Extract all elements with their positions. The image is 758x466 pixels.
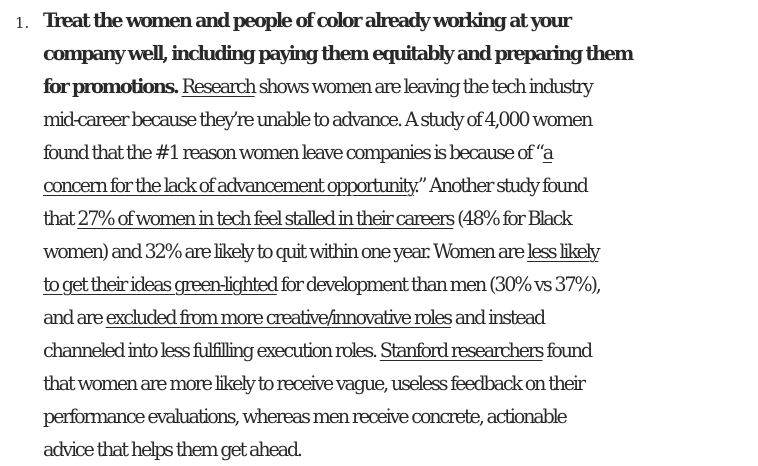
text-line-13: performance evaluations, whereas men rec… [43,405,568,428]
text-line-6-rest: .” Another study found [413,174,589,197]
heading-line-1: Treat the women and people of color alre… [43,9,572,32]
text-line-3: for promotions. Research shows women are… [43,70,755,103]
text-line-12: that women are more likely to receive va… [43,372,586,395]
stalled-careers-link[interactable]: 27% of women in tech feel stalled in the… [77,207,455,230]
text-line-14: advice that helps them get ahead. [43,438,303,461]
text-line-5: found that the #1 reason women leave com… [43,136,755,169]
text-line-8: women) and 32% are likely to quit within… [43,235,755,268]
list-item-text: Treat the women and people of color alre… [43,4,755,466]
text-line-7-start: that [43,207,78,230]
text-line-8-body: women) and 32% are likely to quit within… [43,240,528,263]
concern-link-part-2[interactable]: concern for the lack of advancement oppo… [43,174,416,197]
concern-link-part-1[interactable]: a [542,141,555,164]
text-line-3-rest: shows women are leaving the tech industr… [254,75,594,98]
text-line-6: concern for the lack of advancement oppo… [43,169,755,202]
text-line-11-rest: found [542,339,593,362]
text-line-5-body: found that the #1 reason women leave com… [43,141,545,164]
text-line-11-start: channeled into less fulfilling execution… [43,339,380,362]
text-line-10-rest: and instead [450,306,546,329]
research-link[interactable]: Research [181,75,257,98]
list-number: 1. [15,14,30,32]
green-lighted-link-part-1[interactable]: less likely [527,240,601,263]
stanford-link[interactable]: Stanford researchers [379,339,545,362]
text-line-9: to get their ideas green-lighted for dev… [43,268,755,301]
green-lighted-link-part-2[interactable]: to get their ideas green-lighted [43,273,279,296]
excluded-roles-link[interactable]: excluded from more creative/innovative r… [105,306,453,329]
heading-line-3: for promotions. [43,75,180,98]
text-line-9-rest: for development than men (30% vs 37%), [276,273,602,296]
text-line-10-start: and are [43,306,106,329]
text-line-4: mid-career because they’re unable to adv… [43,108,593,131]
text-line-7-rest: (48% for Black [453,207,573,230]
heading-line-2: company well, including paying them equi… [43,42,634,65]
text-line-10: and are excluded from more creative/inno… [43,301,755,334]
text-line-11: channeled into less fulfilling execution… [43,334,755,367]
text-line-7: that 27% of women in tech feel stalled i… [43,202,755,235]
